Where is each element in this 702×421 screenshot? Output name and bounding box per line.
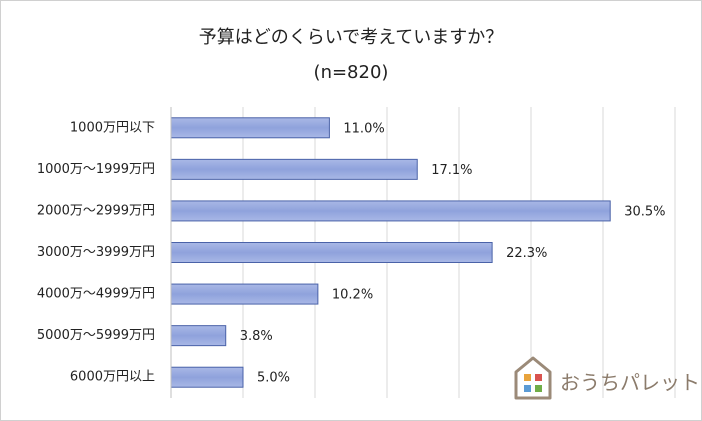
y-tick-label: 6000万円以上 [70, 370, 155, 385]
bar [170, 117, 330, 139]
value-label: 22.3% [506, 246, 547, 261]
bar [170, 200, 611, 222]
watermark: おうちパレット [560, 371, 700, 395]
y-tick-label: 3000万～3999万円 [37, 245, 155, 260]
bar [170, 325, 227, 347]
chart-subtitle: (n=820) [314, 62, 389, 83]
bar [170, 366, 244, 388]
chart-title: 予算はどのくらいで考えていますか？ [199, 27, 504, 48]
value-label: 17.1% [431, 163, 472, 178]
bar [170, 283, 319, 305]
value-label: 5.0% [257, 371, 290, 386]
bar [170, 242, 493, 263]
value-label: 3.8% [240, 329, 273, 344]
logo: おうちパレット [514, 356, 700, 400]
y-tick-label: 2000万～2999万円 [37, 203, 155, 218]
y-tick-label: 1000万円以下 [70, 120, 155, 135]
y-tick-label: 4000万～4999万円 [37, 287, 155, 302]
y-tick-label: 5000万～5999万円 [37, 328, 155, 343]
value-label: 30.5% [624, 204, 665, 219]
y-tick-label: 1000万～1999万円 [37, 162, 155, 177]
value-label: 11.0% [343, 121, 384, 136]
value-label: 10.2% [332, 288, 373, 303]
bar [170, 158, 418, 180]
